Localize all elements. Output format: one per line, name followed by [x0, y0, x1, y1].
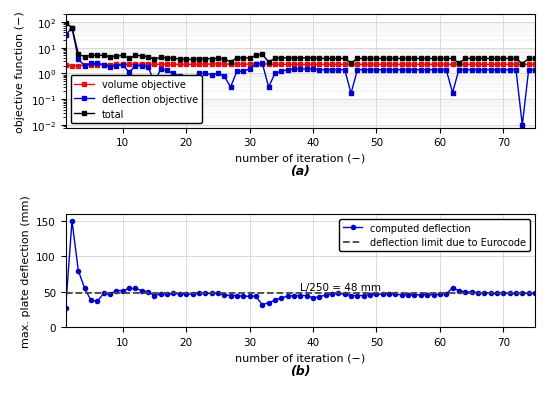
deflection objective: [437, 68, 443, 73]
deflection limit due to Eurocode: [62, 291, 69, 296]
Line: deflection objective: deflection objective: [63, 26, 537, 128]
volume objective: [214, 62, 221, 67]
deflection objective: [69, 26, 75, 31]
volume objective: [443, 63, 449, 68]
volume objective: [62, 64, 69, 68]
total: [101, 54, 107, 59]
total: [481, 57, 487, 62]
total: [430, 57, 437, 62]
Line: volume objective: volume objective: [63, 62, 537, 69]
Y-axis label: max. plate deflection (mm): max. plate deflection (mm): [21, 195, 31, 347]
volume objective: [107, 63, 113, 68]
total: [417, 57, 424, 62]
X-axis label: number of iteration (−): number of iteration (−): [235, 353, 365, 363]
total: [532, 57, 538, 62]
deflection objective: [487, 68, 494, 73]
computed deflection: [443, 292, 449, 297]
total: [449, 57, 456, 62]
total: [62, 21, 69, 26]
computed deflection: [532, 291, 538, 296]
total: [437, 57, 443, 62]
Legend: volume objective, deflection objective, total: volume objective, deflection objective, …: [70, 76, 202, 124]
deflection objective: [519, 124, 526, 128]
Line: total: total: [63, 21, 537, 67]
computed deflection: [62, 305, 69, 310]
volume objective: [532, 63, 538, 68]
volume objective: [430, 63, 437, 68]
total: [519, 62, 526, 67]
computed deflection: [424, 293, 431, 298]
computed deflection: [487, 291, 494, 296]
computed deflection: [107, 292, 113, 297]
deflection limit due to Eurocode: [56, 291, 63, 296]
Legend: computed deflection, deflection limit due to Eurocode: computed deflection, deflection limit du…: [339, 219, 530, 252]
computed deflection: [455, 288, 462, 293]
deflection objective: [455, 68, 462, 73]
computed deflection: [437, 292, 443, 297]
deflection objective: [443, 68, 449, 73]
Line: computed deflection: computed deflection: [64, 220, 537, 310]
volume objective: [462, 63, 469, 68]
Text: (b): (b): [290, 364, 311, 377]
deflection objective: [107, 65, 113, 70]
deflection objective: [424, 68, 431, 73]
volume objective: [449, 63, 456, 68]
volume objective: [69, 64, 75, 69]
deflection objective: [532, 68, 538, 73]
deflection objective: [62, 34, 69, 38]
volume objective: [494, 63, 501, 68]
Text: (a): (a): [290, 164, 310, 177]
Text: L/250 = 48 mm: L/250 = 48 mm: [300, 282, 381, 292]
X-axis label: number of iteration (−): number of iteration (−): [235, 153, 365, 164]
computed deflection: [69, 219, 75, 224]
Y-axis label: objective function (−): objective function (−): [15, 11, 25, 132]
